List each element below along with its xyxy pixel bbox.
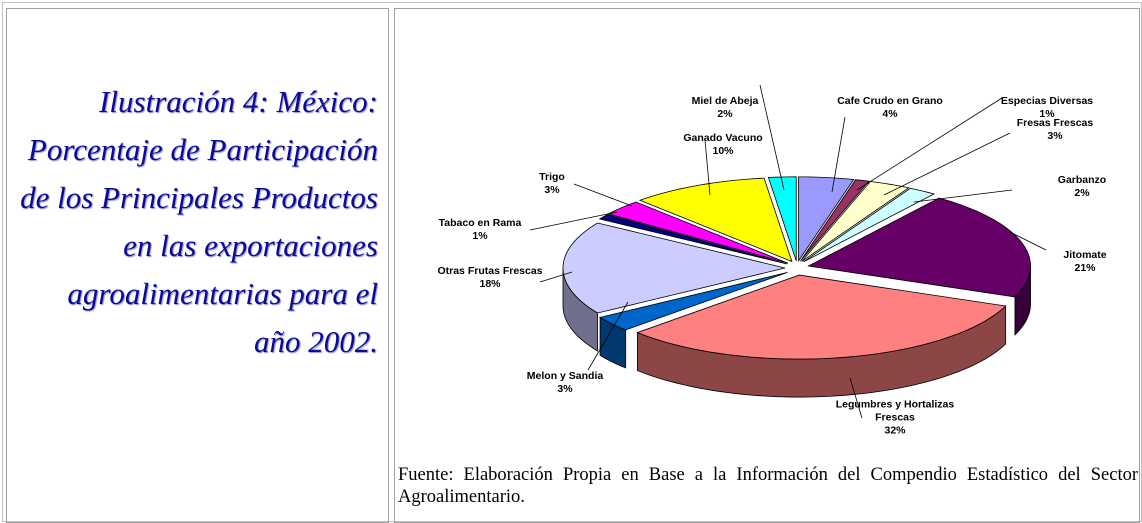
slice-value: 18%	[479, 278, 501, 290]
leader-line	[573, 183, 633, 207]
slice-name: Otras Frutas Frescas	[437, 265, 543, 277]
slice-value: 3%	[1047, 130, 1063, 142]
slice-label: Ganado Vacuno 10%	[683, 132, 762, 158]
leader-line	[759, 84, 785, 191]
slice-name: Melon y Sandia	[526, 370, 604, 382]
leader-line	[856, 97, 1003, 191]
leader-line	[883, 132, 1011, 196]
pie-slice	[562, 222, 786, 314]
slice-value: 10%	[712, 145, 734, 157]
slice-name: Jitomate	[1063, 249, 1107, 261]
slice-value: 3%	[557, 383, 573, 395]
slice-label: Garbanzo 2%	[1058, 174, 1106, 200]
slice-name: Garbanzo	[1057, 174, 1107, 186]
slice-name: Trigo	[539, 171, 565, 183]
slice-label: Tabaco en Rama 1%	[439, 217, 522, 243]
slice-label: Melon y Sandia 3%	[527, 370, 603, 396]
slice-name: Ganado Vacuno	[683, 132, 763, 144]
slice-label: Otras Frutas Frescas 18%	[437, 265, 542, 291]
slice-label: Cafe Crudo en Grano 4%	[837, 95, 943, 121]
slice-label: Miel de Abeja 2%	[692, 95, 759, 121]
pie-slice	[800, 179, 870, 262]
leader-line	[529, 211, 618, 231]
pie-slice	[798, 176, 855, 263]
slice-name: Fresas Frescas	[1016, 117, 1094, 129]
slice-label: Especias Diversas 1%	[1001, 95, 1093, 121]
pie-slice	[599, 272, 788, 331]
slice-name: Legumbres y Hortalizas Frescas	[835, 398, 955, 424]
leader-line	[913, 189, 1013, 203]
leader-line	[1009, 231, 1047, 251]
slice-name: Cafe Crudo en Grano	[837, 95, 943, 107]
leader-line	[849, 377, 863, 419]
pie-slice	[638, 177, 793, 263]
slice-value: 2%	[717, 108, 733, 120]
pie-slice	[767, 176, 797, 261]
slice-value: 4%	[882, 108, 898, 120]
pie-slice	[807, 197, 1031, 298]
slice-value: 21%	[1074, 262, 1096, 274]
slice-name: Miel de Abeja	[691, 95, 759, 107]
slice-value: 32%	[884, 424, 906, 437]
slice-label: Jitomate 21%	[1063, 249, 1106, 275]
slice-label: Trigo 3%	[539, 171, 565, 197]
slice-value: 3%	[544, 184, 560, 196]
figure-caption: Ilustración 4: México: Porcentaje de Par…	[20, 84, 378, 359]
slice-value: 1%	[1039, 108, 1055, 120]
slice-value: 1%	[472, 230, 488, 242]
pie-slice	[598, 214, 788, 265]
slice-name: Tabaco en Rama	[438, 217, 522, 229]
slice-label: Legumbres y Hortalizas Frescas 32%	[815, 399, 975, 438]
slice-value: 2%	[1074, 187, 1090, 199]
pie-slice	[803, 187, 936, 263]
slice-name: Especias Diversas	[1000, 95, 1094, 107]
leader-line	[587, 301, 629, 371]
leader-line	[539, 271, 573, 283]
leader-line	[704, 139, 711, 196]
pie-slice	[636, 274, 1007, 360]
source-note: Fuente: Elaboración Propia en Base a la …	[398, 465, 1138, 507]
pie-slice	[801, 181, 910, 262]
slice-label: Fresas Frescas 3%	[1017, 117, 1093, 143]
leader-line	[831, 116, 846, 193]
